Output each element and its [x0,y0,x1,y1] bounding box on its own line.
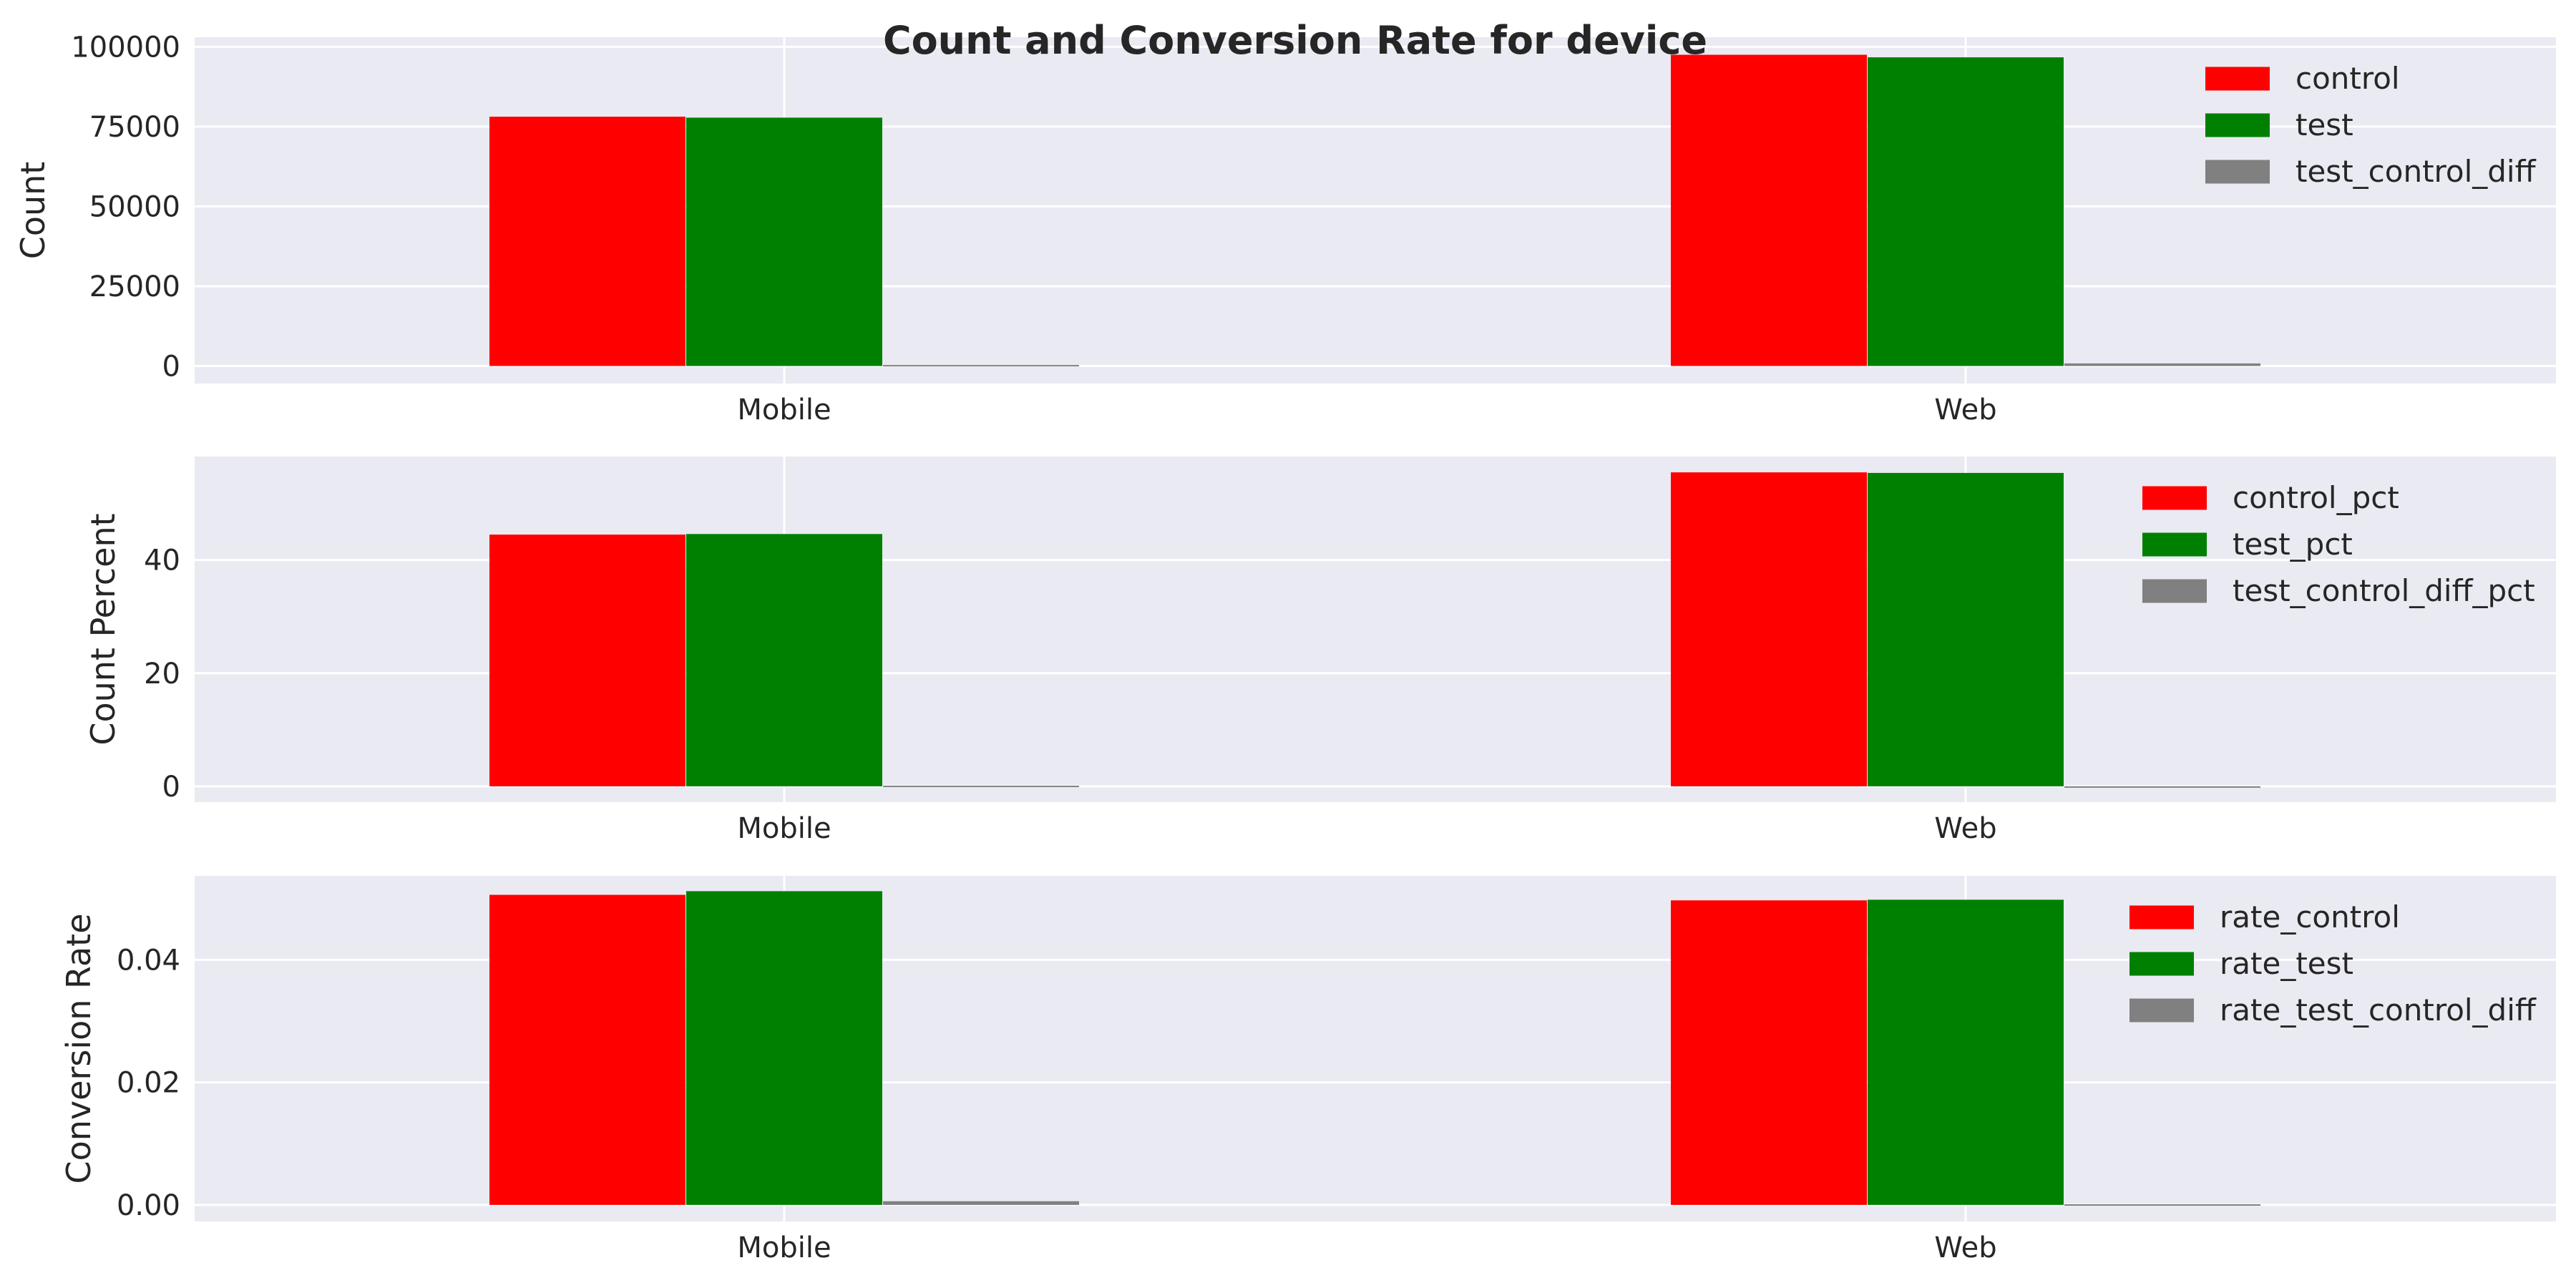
bar-control-mobile [489,117,686,366]
legend-label: rate_control [2220,899,2400,935]
y-axis-label: Conversion Rate [59,914,98,1184]
y-tick-label: 20 [144,658,180,691]
bar-test_control_diff-mobile [883,365,1079,367]
x-tick-label: Mobile [737,1231,831,1264]
legend-label: control [2296,61,2400,96]
bar-rate_control-web [1671,900,1867,1205]
legend-swatch [2142,579,2207,603]
legend-label: control_pct [2233,480,2399,515]
bar-rate_test-web [1868,899,2064,1205]
y-axis-label: Count [14,162,52,260]
y-tick-label: 0.00 [117,1189,180,1222]
legend-swatch [2129,998,2194,1023]
legend-label: rate_test_control_diff [2220,992,2537,1028]
x-tick-label: Mobile [737,394,831,426]
y-tick-label: 50000 [89,190,180,223]
bar-rate_control-mobile [489,894,686,1205]
bar-test-mobile [686,117,882,366]
y-tick-label: 25000 [89,270,180,303]
y-tick-label: 40 [144,545,180,577]
bar-test-web [1868,57,2064,366]
bar-rate_test-mobile [686,891,882,1205]
y-tick-label: 100000 [71,31,180,64]
legend-swatch [2205,67,2270,91]
bar-test_control_diff-web [2064,363,2260,366]
legend-swatch [2205,160,2270,184]
legend-swatch [2142,486,2207,510]
x-tick-label: Web [1934,812,1996,845]
y-tick-label: 0.04 [117,944,180,977]
bar-test_pct-mobile [686,534,882,786]
bar-control-web [1671,54,1867,366]
legend: control_pct test_pct test_control_diff_pct [2142,480,2535,608]
legend-label: test_control_diff_pct [2233,573,2535,608]
bar-control_pct-mobile [489,535,686,786]
legend-swatch [2205,113,2270,137]
y-tick-label: 0.02 [117,1067,180,1100]
legend: rate_control rate_test rate_test_control_d… [2129,899,2537,1028]
panel-2: 0 20 40 Mobile Web Count Percent control_pctte… [84,457,2556,845]
legend-label: test [2296,107,2353,142]
legend-swatch [2129,905,2194,930]
legend-swatch [2142,532,2207,557]
bar-test_control_diff_pct-web [2064,786,2260,788]
y-tick-label: 0 [162,350,180,383]
bar-rate_test_control_diff-mobile [883,1201,1079,1205]
legend-label: test_pct [2233,527,2353,562]
y-tick-label: 75000 [89,111,180,144]
bar-control_pct-web [1671,472,1867,786]
legend-label: test_control_diff [2296,154,2537,189]
bar-test_pct-web [1868,472,2064,786]
legend: control test test_control_diff [2205,61,2537,189]
x-tick-label: Web [1934,394,1996,426]
panel-3: 0.00 0.02 0.04 Mobile Web Conversion Rate rate… [59,876,2556,1264]
panel-1: 0 25000 50000 75000 100000 Mobile Web Count cont… [14,31,2556,426]
x-tick-label: Web [1934,1231,1996,1264]
legend-label: rate_test [2220,946,2353,981]
y-axis-label: Count Percent [84,513,122,745]
chart-title: Count and Conversion Rate for device [883,18,1707,63]
y-tick-label: 0 [162,771,180,804]
bar-rate_test_control_diff-web [2064,1204,2260,1206]
x-tick-label: Mobile [737,812,831,845]
legend-swatch [2129,952,2194,976]
bar-test_control_diff_pct-mobile [883,786,1079,788]
